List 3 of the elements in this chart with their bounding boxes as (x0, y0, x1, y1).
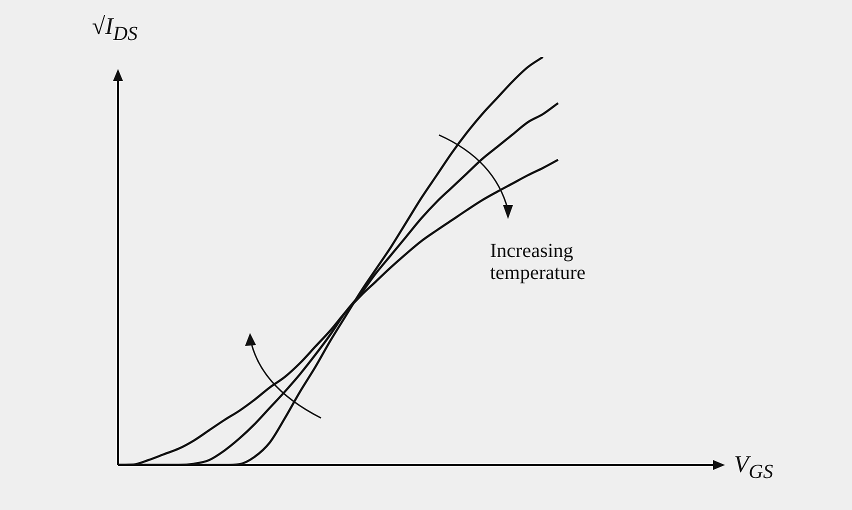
y-axis-title: √I$_{DS}$ (92, 14, 138, 46)
annotation: Increasing temperature (490, 240, 586, 284)
x-axis-title: V$_{GS}$ (734, 452, 774, 484)
